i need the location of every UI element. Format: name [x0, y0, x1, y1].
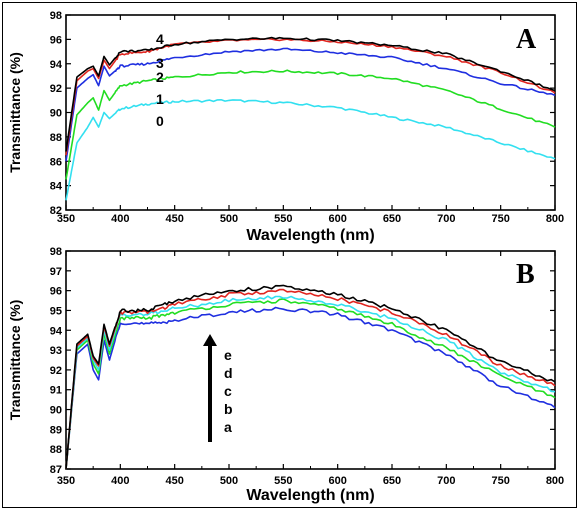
x-tick-label: 800 [546, 475, 564, 487]
curve-label: 0 [156, 113, 164, 129]
series-line-a [65, 306, 556, 470]
x-tick-label: 350 [57, 213, 75, 225]
panel-b: 350 400 450 500 550 600 650 700 750 800 87 88 89 90 91… [7, 246, 564, 504]
x-tick-label: 700 [437, 475, 455, 487]
x-tick-label: 400 [111, 475, 129, 487]
x-tick-label: 600 [328, 213, 346, 225]
y-tick-label: 92 [50, 365, 62, 377]
x-tick-label: 600 [328, 475, 346, 487]
arrow-series-label: b [224, 401, 233, 417]
series-line-c [65, 295, 556, 470]
x-tick-label: 550 [274, 475, 292, 487]
x-tick-label: 750 [491, 475, 509, 487]
series-line-0 [65, 99, 556, 201]
y-tick-label: 87 [50, 464, 62, 476]
panel-letter: A [516, 24, 537, 55]
curve-label: 4 [156, 31, 164, 47]
y-tick-label: 94 [50, 325, 63, 337]
x-tick-label: 700 [437, 213, 455, 225]
y-tick-label: 91 [50, 385, 62, 397]
x-tick-label: 500 [220, 213, 238, 225]
series-line-e [65, 284, 556, 470]
arrow-series-label: c [224, 383, 232, 399]
series-line-4 [65, 36, 556, 152]
panel-letter: B [516, 259, 535, 290]
y-axis-title: Transmittance (%) [7, 52, 23, 173]
y-tick-label: 95 [50, 305, 62, 317]
y-tick-label: 88 [50, 444, 62, 456]
x-tick-label: 400 [111, 213, 129, 225]
y-tick-label: 82 [50, 205, 62, 217]
y-tick-label: 96 [50, 286, 62, 298]
arrow-series-label: d [224, 365, 233, 381]
x-tick-label: 450 [165, 213, 183, 225]
x-tick-label: 500 [220, 475, 238, 487]
curve-label: 1 [156, 91, 164, 107]
y-tick-label: 97 [50, 266, 62, 278]
y-tick-label: 86 [50, 156, 62, 168]
y-tick-label: 96 [50, 34, 62, 46]
y-tick-label: 84 [50, 181, 63, 193]
panel-a: 350 400 450 500 550 600 650 700 750 800 82 84 86 88 90… [7, 10, 564, 244]
y-tick-label: 98 [50, 246, 62, 258]
y-tick-label: 88 [50, 132, 62, 144]
y-tick-label: 98 [50, 10, 62, 22]
arrow-series-label: e [224, 347, 232, 363]
y-tick-label: 90 [50, 108, 62, 120]
x-tick-label: 550 [274, 213, 292, 225]
y-tick-label: 90 [50, 405, 62, 417]
plot-frame [65, 14, 556, 211]
x-tick-label: 650 [383, 475, 401, 487]
x-tick-label: 750 [491, 213, 509, 225]
x-tick-label: 800 [546, 213, 564, 225]
y-axis-title: Transmittance (%) [7, 300, 23, 421]
x-axis-title: Wavelength (nm) [246, 227, 374, 244]
curve-label: 2 [156, 69, 164, 85]
x-tick-label: 350 [57, 475, 75, 487]
series-line-b [65, 298, 556, 470]
y-tick-label: 89 [50, 424, 62, 436]
arrow-series-label: a [224, 419, 232, 435]
curve-label: 3 [156, 55, 164, 71]
y-tick-label: 92 [50, 83, 62, 95]
y-tick-label: 93 [50, 345, 62, 357]
y-tick-label: 94 [50, 59, 63, 71]
series-line-d [65, 288, 556, 470]
x-axis-title: Wavelength (nm) [246, 487, 374, 504]
series-line-2 [65, 47, 556, 162]
x-tick-label: 650 [383, 213, 401, 225]
x-tick-label: 450 [165, 475, 183, 487]
series-line-1 [65, 69, 556, 180]
arrow-head [203, 334, 217, 346]
